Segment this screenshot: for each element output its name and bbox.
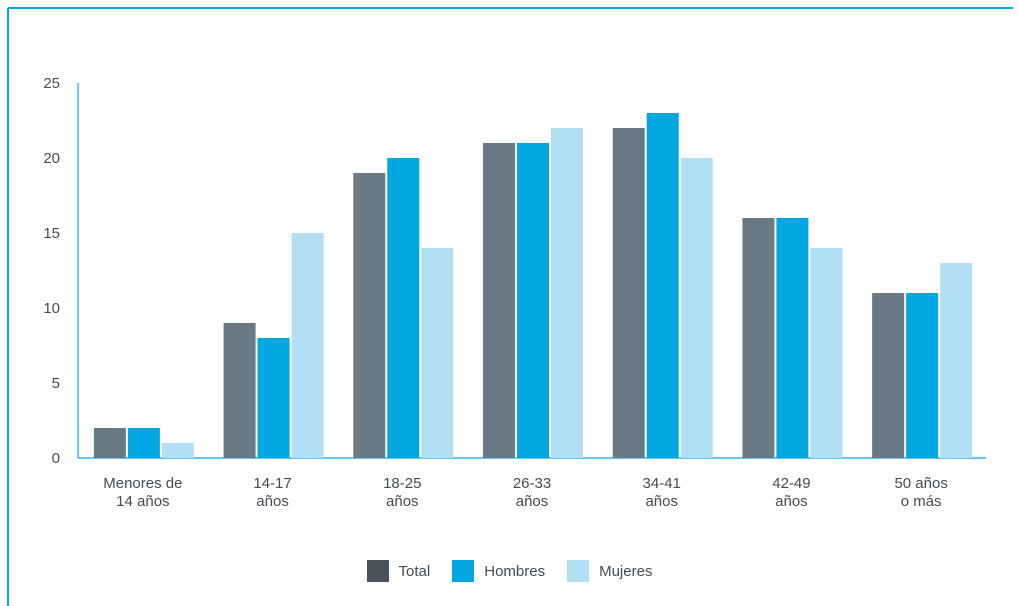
- x-tick-label: 26-33: [513, 475, 551, 492]
- x-tick-label: años: [775, 493, 808, 510]
- x-tick-label: años: [516, 493, 549, 510]
- bar-mujeres: [680, 158, 713, 458]
- bar-total: [612, 128, 645, 458]
- bar-total: [223, 323, 256, 458]
- x-tick-label: años: [645, 493, 678, 510]
- x-tick-label: años: [256, 493, 289, 510]
- legend-label-total: Total: [398, 562, 431, 580]
- bars-group: [93, 113, 973, 458]
- bar-hombres: [906, 293, 939, 458]
- bar-hombres: [517, 143, 549, 458]
- bar-hombres: [776, 218, 809, 458]
- y-tick-label: 0: [52, 450, 60, 467]
- bar-total: [872, 293, 905, 458]
- x-tick-label: 14-17: [253, 475, 291, 492]
- legend-label-mujeres: Mujeres: [599, 562, 653, 580]
- bar-hombres: [387, 158, 420, 458]
- bar-mujeres: [940, 263, 973, 458]
- y-tick-label: 5: [52, 375, 60, 392]
- legend: Total Hombres Mujeres: [0, 556, 1019, 586]
- y-tick-label: 15: [43, 225, 60, 242]
- x-tick-label: 18-25: [383, 475, 421, 492]
- bar-hombres: [646, 113, 679, 458]
- bar-total: [742, 218, 775, 458]
- bar-hombres: [257, 338, 290, 458]
- y-tick-labels: 0 5 10 15 20 25: [43, 75, 60, 467]
- legend-swatch-total: [366, 560, 389, 582]
- frame-border: [7, 7, 1013, 606]
- bar-total: [353, 173, 386, 458]
- bar-total: [93, 428, 126, 458]
- bar-mujeres: [421, 248, 454, 458]
- x-tick-label: o más: [901, 493, 942, 510]
- legend-item-mujeres: Mujeres: [567, 560, 652, 582]
- legend-swatch-mujeres: [567, 560, 590, 582]
- bar-mujeres: [161, 443, 194, 458]
- legend-item-hombres: Hombres: [452, 560, 545, 582]
- x-tick-label: años: [386, 493, 419, 510]
- legend-swatch-hombres: [452, 560, 475, 582]
- bar-mujeres: [551, 128, 583, 458]
- bar-mujeres: [291, 233, 324, 458]
- x-tick-label: 34-41: [643, 475, 681, 492]
- y-tick-label: 10: [43, 300, 60, 317]
- bar-total: [483, 143, 515, 458]
- x-tick-label: 14 años: [116, 493, 169, 510]
- bar-mujeres: [810, 248, 843, 458]
- y-tick-label: 20: [43, 150, 60, 167]
- x-tick-label: 50 años: [894, 475, 947, 492]
- bar-hombres: [127, 428, 160, 458]
- x-tick-label: Menores de: [103, 475, 182, 492]
- legend-item-total: Total: [366, 560, 431, 582]
- legend-label-hombres: Hombres: [484, 562, 546, 580]
- x-tick-label: 42-49: [772, 475, 810, 492]
- y-tick-label: 25: [43, 75, 60, 92]
